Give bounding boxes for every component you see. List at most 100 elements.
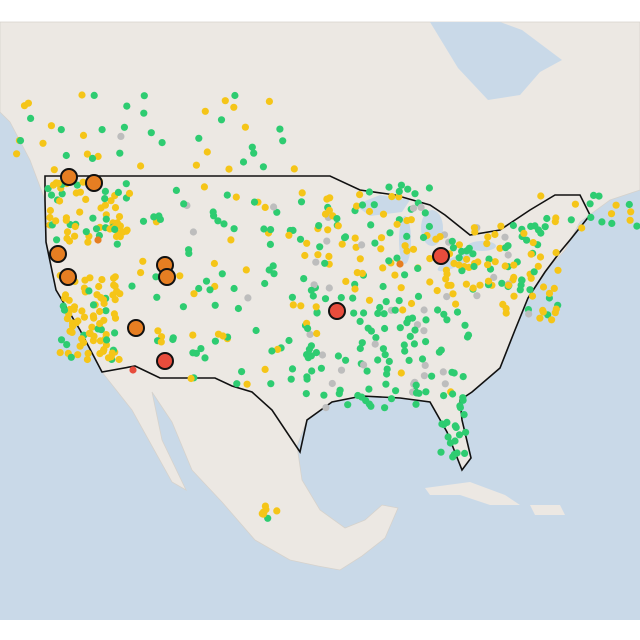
station-marker (313, 329, 321, 338)
station-marker (233, 380, 241, 388)
station-marker (102, 331, 110, 339)
station-marker (458, 267, 466, 275)
station-marker (365, 400, 373, 408)
station-marker (73, 181, 81, 189)
station-marker (388, 193, 396, 201)
station-marker (81, 276, 89, 284)
station-marker (550, 284, 558, 292)
station-marker (76, 208, 84, 216)
bottom-margin (0, 620, 640, 640)
station-marker (300, 275, 308, 283)
station-marker (88, 323, 96, 331)
cuba (425, 482, 520, 505)
station-marker (341, 233, 350, 241)
station-marker (62, 151, 70, 160)
station-marker (377, 245, 385, 253)
station-marker (67, 353, 75, 361)
station-marker (27, 114, 35, 122)
station-marker (195, 134, 203, 142)
station-marker (367, 221, 375, 229)
station-marker (90, 91, 98, 99)
station-marker (393, 254, 401, 262)
station-marker (289, 301, 297, 309)
station-marker (351, 234, 359, 242)
station-marker (74, 317, 82, 325)
station-marker (328, 302, 346, 320)
station-marker (379, 345, 387, 353)
station-marker (433, 287, 441, 295)
station-marker (68, 328, 76, 336)
station-marker (633, 222, 640, 230)
station-marker (419, 233, 428, 242)
station-marker (287, 375, 295, 383)
station-marker (261, 279, 269, 288)
station-marker (211, 301, 219, 309)
station-marker (587, 213, 595, 221)
station-marker (358, 201, 367, 209)
station-marker (534, 226, 543, 234)
station-marker (101, 195, 109, 203)
station-marker (82, 228, 90, 236)
station-marker (365, 385, 373, 393)
station-marker (342, 277, 350, 285)
station-marker (377, 234, 386, 242)
station-marker (250, 149, 258, 157)
station-marker (463, 255, 471, 263)
station-marker (117, 132, 125, 140)
station-marker (111, 225, 119, 233)
station-marker (406, 332, 414, 340)
station-marker (452, 423, 460, 431)
station-marker (83, 355, 91, 364)
station-marker (505, 281, 513, 289)
station-marker (47, 191, 56, 199)
station-marker (409, 245, 418, 253)
station-marker (243, 380, 251, 388)
station-marker (363, 367, 371, 375)
station-marker (607, 210, 616, 218)
station-marker (418, 355, 427, 363)
station-marker (425, 222, 433, 231)
station-marker (397, 284, 405, 292)
station-marker (97, 204, 105, 212)
station-marker (274, 345, 282, 353)
station-marker (107, 197, 115, 205)
station-marker (225, 165, 233, 173)
station-marker (462, 280, 470, 288)
station-marker (421, 361, 429, 369)
station-marker (78, 335, 86, 343)
station-marker (72, 189, 80, 197)
station-marker (381, 351, 389, 359)
station-marker (395, 297, 403, 305)
station-marker (383, 365, 391, 373)
station-marker (465, 244, 473, 252)
station-marker (461, 321, 469, 329)
station-marker (367, 327, 375, 335)
station-marker (432, 235, 440, 243)
station-marker (537, 192, 545, 200)
station-marker (115, 355, 123, 364)
station-marker (448, 237, 456, 245)
station-marker (113, 287, 121, 295)
station-marker (265, 266, 273, 274)
station-marker (69, 322, 77, 330)
station-marker (220, 220, 228, 228)
station-marker (484, 233, 492, 241)
station-marker (356, 317, 364, 325)
station-marker (110, 274, 118, 282)
station-marker (58, 190, 66, 198)
station-marker (309, 292, 317, 300)
station-marker (227, 236, 235, 244)
station-marker (422, 388, 430, 396)
station-marker (455, 431, 464, 439)
station-marker (529, 239, 537, 247)
station-marker (351, 285, 359, 293)
station-marker (509, 221, 517, 230)
station-marker (79, 178, 87, 186)
station-marker (539, 283, 548, 291)
station-marker (84, 238, 92, 246)
station-marker (285, 336, 293, 345)
station-marker (459, 373, 467, 381)
station-marker (371, 239, 379, 247)
station-marker (403, 232, 411, 240)
station-marker (518, 276, 526, 284)
